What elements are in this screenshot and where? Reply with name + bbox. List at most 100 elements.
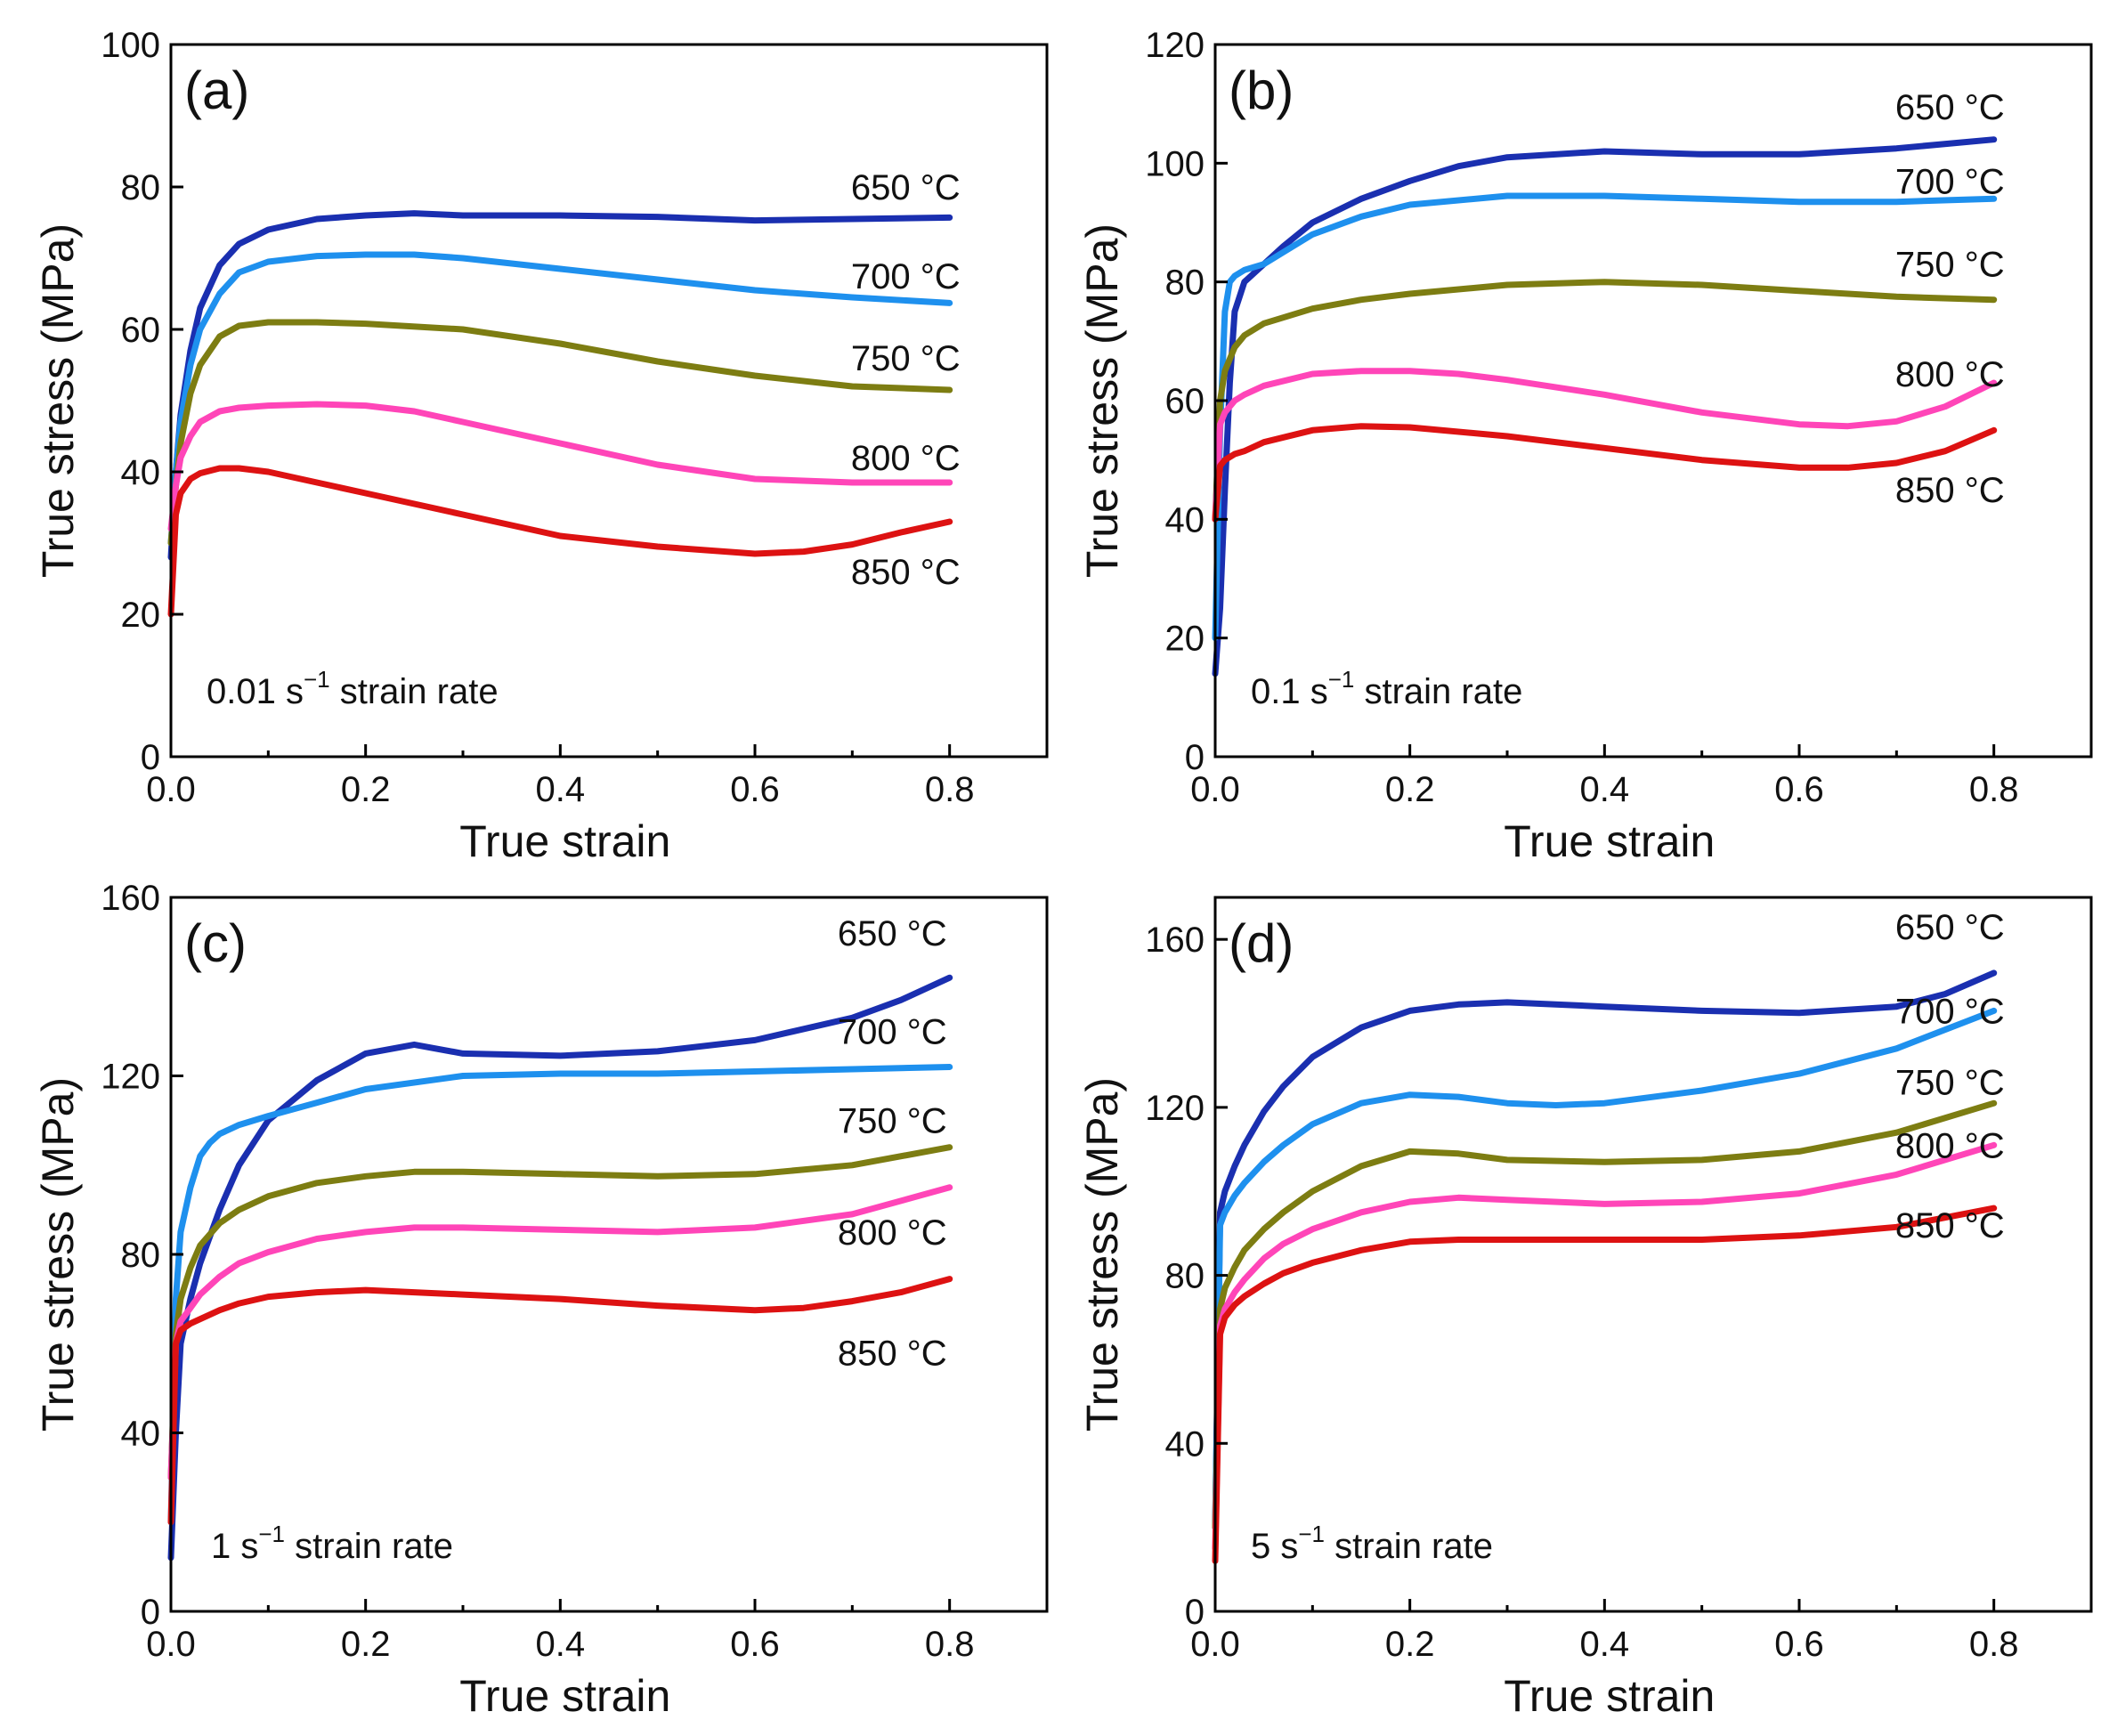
series-label-800: 800 °C — [1895, 355, 2005, 394]
x-tick-label: 0.2 — [341, 770, 391, 809]
y-tick-label: 60 — [1165, 382, 1205, 421]
series-label-850: 850 °C — [1895, 471, 2005, 510]
x-tick-label: 0.0 — [1190, 1625, 1240, 1664]
series-line-700 — [167, 1064, 953, 1526]
x-tick-label: 0.4 — [1580, 1625, 1630, 1664]
x-axis-title: True strain — [1504, 1671, 1715, 1721]
x-tick-label: 0.8 — [1969, 770, 2019, 809]
y-tick-label: 120 — [1145, 1089, 1205, 1128]
strain-rate-label: 0.01 s−1 strain rate — [207, 666, 499, 711]
series-line-650 — [1212, 136, 1998, 677]
panel-letter: (a) — [184, 61, 249, 120]
plot-frame — [1213, 896, 2093, 1613]
series-line-750 — [1212, 279, 1998, 523]
y-tick-label: 20 — [1165, 620, 1205, 659]
y-axis-title: True stress (MPa) — [1077, 1077, 1127, 1432]
series-label-650: 650 °C — [1895, 908, 2005, 947]
plot-frame — [169, 43, 1049, 758]
series-label-800: 800 °C — [1895, 1126, 2005, 1165]
series-label-700: 700 °C — [1895, 162, 2005, 201]
panel-letter: (b) — [1229, 61, 1294, 120]
x-tick-label: 0.4 — [536, 770, 586, 809]
panel-b: 0.0 0.2 0.4 0.6 0.8 0 20 40 60 80 100 120 True strai… — [1077, 26, 2093, 866]
series-line-800 — [167, 1184, 953, 1481]
x-tick-label: 0.0 — [1190, 770, 1240, 809]
panel-letter: (d) — [1229, 913, 1294, 973]
series-label-700: 700 °C — [1895, 992, 2005, 1031]
panel-c: 0.0 0.2 0.4 0.6 0.8 0 40 80 120 160 True strain Tru… — [33, 879, 1049, 1721]
strain-rate-label: 5 s−1 strain rate — [1251, 1521, 1493, 1566]
x-tick-label: 0.2 — [1385, 1625, 1435, 1664]
series-label-850: 850 °C — [851, 553, 961, 592]
x-axis-title: True strain — [459, 816, 670, 866]
x-tick-label: 0.0 — [146, 770, 196, 809]
x-tick-label: 0.8 — [1969, 1625, 2019, 1664]
y-tick-label: 0 — [141, 1593, 160, 1632]
strain-rate-label: 1 s−1 strain rate — [211, 1521, 453, 1566]
panel-a: 0.0 0.2 0.4 0.6 0.8 0 20 40 60 80 100 True strain Tr… — [33, 26, 1049, 866]
y-tick-label: 0 — [1185, 1593, 1205, 1632]
series-group — [1212, 969, 1998, 1564]
series-group — [167, 974, 953, 1562]
series-group — [167, 210, 953, 618]
panel-d: 0.0 0.2 0.4 0.6 0.8 0 40 80 120 160 True strain Tru… — [1077, 896, 2093, 1721]
strain-rate-label: 0.1 s−1 strain rate — [1251, 666, 1522, 711]
x-tick-label: 0.6 — [730, 1625, 780, 1664]
y-tick-label: 80 — [1165, 1257, 1205, 1296]
series-line-750 — [167, 319, 953, 547]
y-axis-title: True stress (MPa) — [1077, 223, 1127, 578]
series-line-800 — [167, 401, 953, 532]
y-tick-label: 160 — [101, 879, 160, 918]
series-group — [1212, 136, 1998, 677]
y-tick-label: 40 — [121, 1415, 161, 1454]
x-tick-label: 0.6 — [1774, 770, 1824, 809]
y-tick-label: 0 — [1185, 738, 1205, 777]
x-tick-label: 0.8 — [925, 1625, 975, 1664]
x-tick-label: 0.6 — [730, 770, 780, 809]
series-label-800: 800 °C — [838, 1213, 947, 1253]
series-label-650: 650 °C — [851, 168, 961, 207]
y-tick-label: 60 — [121, 311, 161, 350]
series-label-750: 750 °C — [838, 1102, 947, 1141]
series-line-700 — [1212, 192, 1998, 642]
y-tick-label: 40 — [121, 453, 161, 492]
y-tick-label: 40 — [1165, 500, 1205, 539]
series-label-650: 650 °C — [1895, 88, 2005, 127]
series-line-650 — [1212, 969, 1998, 1531]
y-axis-title: True stress (MPa) — [33, 1077, 83, 1432]
series-line-850 — [1212, 423, 1998, 523]
series-line-800 — [1212, 1141, 1998, 1552]
series-label-650: 650 °C — [838, 914, 947, 953]
x-tick-label: 0.6 — [1774, 1625, 1824, 1664]
series-label-750: 750 °C — [1895, 246, 2005, 285]
y-tick-label: 120 — [101, 1058, 160, 1097]
y-tick-label: 20 — [121, 596, 161, 635]
x-tick-label: 0.4 — [536, 1625, 586, 1664]
x-tick-label: 0.2 — [341, 1625, 391, 1664]
y-tick-label: 80 — [1165, 264, 1205, 303]
x-axis-title: True strain — [1504, 816, 1715, 866]
y-axis-title: True stress (MPa) — [33, 223, 83, 578]
x-tick-label: 0.4 — [1580, 770, 1630, 809]
series-label-750: 750 °C — [851, 339, 961, 378]
x-tick-label: 0.8 — [925, 770, 975, 809]
y-tick-label: 120 — [1145, 26, 1205, 65]
y-tick-label: 40 — [1165, 1424, 1205, 1464]
series-line-800 — [1212, 368, 1998, 523]
series-line-700 — [1212, 1007, 1998, 1531]
series-line-850 — [167, 465, 953, 618]
series-label-850: 850 °C — [838, 1334, 947, 1373]
series-label-700: 700 °C — [851, 257, 961, 296]
x-tick-label: 0.0 — [146, 1625, 196, 1664]
y-tick-label: 160 — [1145, 921, 1205, 960]
series-label-700: 700 °C — [838, 1012, 947, 1051]
series-label-850: 850 °C — [1895, 1206, 2005, 1245]
y-tick-label: 80 — [121, 168, 161, 207]
x-axis-title: True strain — [459, 1671, 670, 1721]
series-line-700 — [167, 251, 953, 547]
y-tick-label: 100 — [1145, 144, 1205, 183]
series-label-800: 800 °C — [851, 439, 961, 478]
x-tick-label: 0.2 — [1385, 770, 1435, 809]
